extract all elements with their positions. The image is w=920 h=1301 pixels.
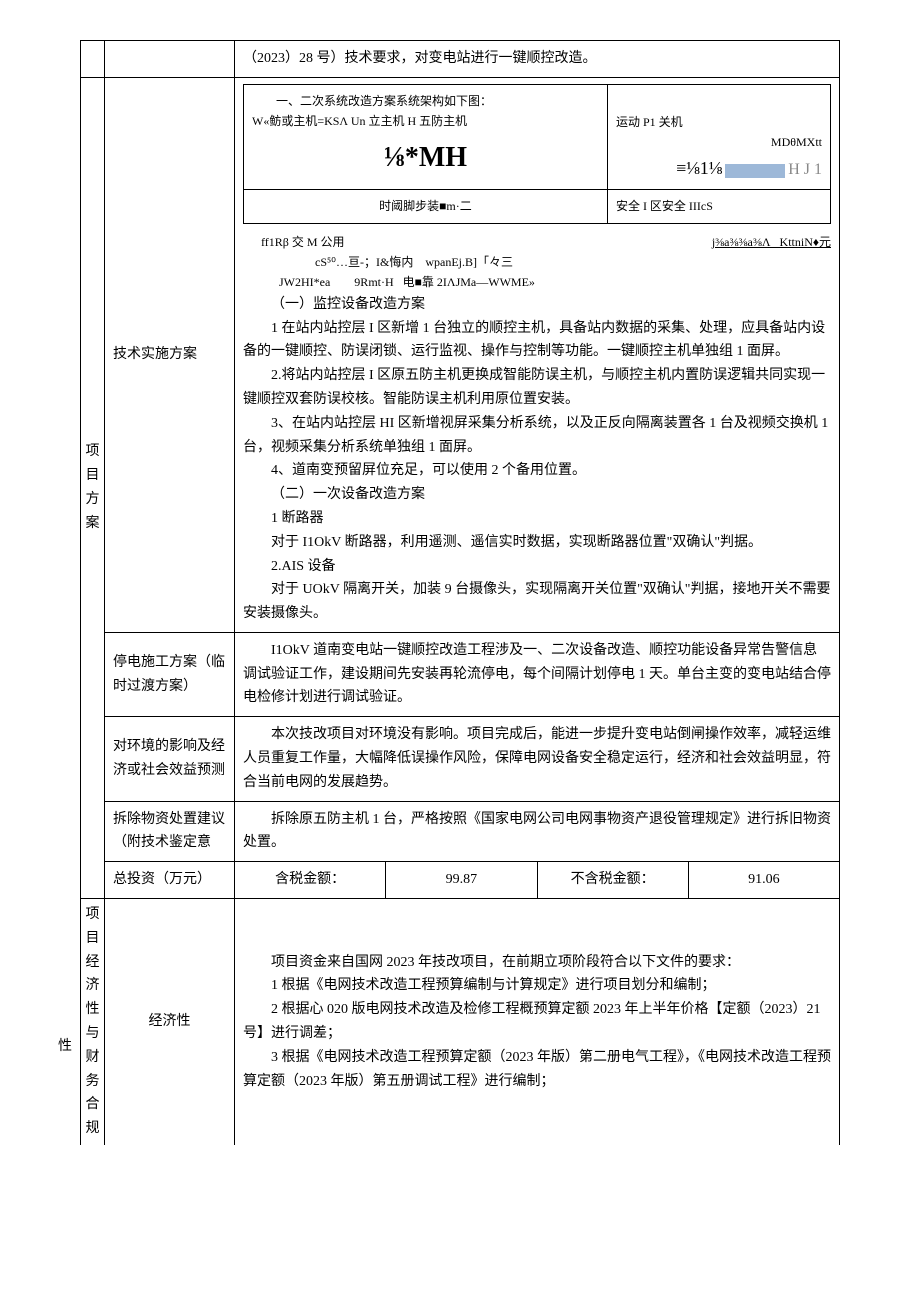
diag-line2l: W«鲂或主机=KSΛ Un 立主机 H 五防主机 — [252, 111, 599, 131]
ev8: 务 — [83, 1070, 102, 1094]
invest-label: 总投资（万元） — [105, 862, 235, 899]
body-p8: 2.AIS 设备 — [243, 555, 831, 579]
diag-hj: H J 1 — [788, 161, 822, 178]
ev2: 目 — [83, 927, 102, 951]
document-table: （2023）28 号）技术要求，对变电站进行一键顺控改造。 项 目 方 案 技术… — [80, 40, 840, 1145]
tech-plan-row: 项 目 方 案 技术实施方案 一、二次系统改造方案系统架构如下图： W«鲂或主机… — [81, 77, 840, 632]
empty-vcol-top — [81, 41, 105, 78]
diagram-topright: 运动 P1 关机 MDθMXtt ≡⅛1⅛ H J 1 — [607, 84, 830, 189]
diag-row5: JW2HI*ea 9Rmt·H 电■靠 2IΛJMa—WWME» — [243, 272, 831, 292]
diag-row3: ff1Rβ 交 M 公用 j⅜a⅜⅜a⅜Λ KttniN♦元 — [243, 232, 831, 252]
tech-plan-label: 技术实施方案 — [105, 77, 235, 632]
econ-row: 项 目 经 济 性 与 财 务 合 规 经济性 项目资金来自国网 2023 年技… — [81, 899, 840, 1145]
body-p1: 1 在站内站控层 I 区新增 1 台独立的顺控主机，具备站内数据的采集、处理，应… — [243, 317, 831, 365]
vlabel-char2: 目 — [83, 464, 102, 488]
ev3: 经 — [83, 951, 102, 975]
invest-row: 总投资（万元） 含税金额： 99.87 不含税金额： 91.06 — [81, 862, 840, 899]
body-p2: 2.将站内站控层 I 区原五防主机更换成智能防误主机，与顺控主机内置防误逻辑共同… — [243, 364, 831, 412]
blue-bar-icon — [725, 164, 785, 178]
diag-md: MDθMXtt — [616, 132, 822, 152]
body-p9: 对于 UOkV 隔离开关，加装 9 台摄像头，实现隔离开关位置"双确认"判据，接… — [243, 578, 831, 626]
shutdown-label: 停电施工方案（临时过渡方案） — [105, 632, 235, 716]
diag-row3r: j⅜a⅜⅜a⅜Λ KttniN♦元 — [712, 232, 831, 252]
vlabel-char1: 项 — [83, 440, 102, 464]
econ-p3: 3 根据《电网技术改造工程预算定额（2023 年版）第二册电气工程》，《电网技术… — [243, 1046, 831, 1094]
vlabel-char3: 方 — [83, 488, 102, 512]
diag-row4: cS⁵⁰…亘-；I&悔内 wpanEj.B]「々三 — [243, 252, 831, 272]
ev7: 财 — [83, 1046, 102, 1070]
invest-notax-label: 不含税金额： — [537, 862, 688, 899]
invest-tax-label: 含税金额： — [235, 862, 386, 899]
econ-p0: 项目资金来自国网 2023 年技改项目，在前期立项阶段符合以下文件的要求： — [243, 951, 831, 975]
econ-label: 经济性 — [105, 899, 235, 1145]
diag-eq-row: ≡⅛1⅛ H J 1 — [616, 153, 822, 184]
body-p4: 4、道南变预留屏位充足，可以使用 2 个备用位置。 — [243, 459, 831, 483]
body-p5: （二）一次设备改造方案 — [243, 483, 831, 507]
env-label: 对环境的影响及经济或社会效益预测 — [105, 717, 235, 801]
plan-vlabel: 项 目 方 案 — [81, 77, 105, 898]
body-p7: 对于 I1OkV 断路器，利用遥测、遥信实时数据，实现断路器位置"双确认"判据。 — [243, 531, 831, 555]
invest-notax-value: 91.06 — [688, 862, 839, 899]
top-continuation-row: （2023）28 号）技术要求，对变电站进行一键顺控改造。 — [81, 41, 840, 78]
shutdown-content: I1OkV 道南变电站一键顺控改造工程涉及一、二次设备改造、顺控功能设备异常告警… — [235, 632, 840, 716]
diag-line2r: 运动 P1 关机 — [616, 112, 822, 132]
empty-label-top — [105, 41, 235, 78]
ev1: 项 — [83, 903, 102, 927]
diag-row3l: ff1Rβ 交 M 公用 — [261, 232, 345, 252]
diagram-topleft: 一、二次系统改造方案系统架构如下图： W«鲂或主机=KSΛ Un 立主机 H 五… — [244, 84, 608, 189]
ev10: 规 — [83, 1117, 102, 1141]
top-content: （2023）28 号）技术要求，对变电站进行一键顺控改造。 — [235, 41, 840, 78]
econ-vlabel2: 性 — [58, 1035, 72, 1055]
dispose-label: 拆除物资处置建议（附技术鉴定意 — [105, 801, 235, 862]
vlabel-char4: 案 — [83, 512, 102, 536]
top-text: （2023）28 号）技术要求，对变电站进行一键顺控改造。 — [243, 47, 831, 71]
diag-line1: 一、二次系统改造方案系统架构如下图： — [252, 91, 599, 111]
econ-p2: 2 根据心 020 版电网技术改造及检修工程概预算定额 2023 年上半年价格【… — [243, 998, 831, 1046]
body-p3: 3、在站内站控层 HI 区新增视屏采集分析系统，以及正反向隔离装置各 1 台及视… — [243, 412, 831, 460]
body-p6: 1 断路器 — [243, 507, 831, 531]
econ-p1: 1 根据《电网技术改造工程预算编制与计算规定》进行项目划分和编制； — [243, 974, 831, 998]
diag-eq: ≡⅛1⅛ — [676, 158, 722, 178]
dispose-row: 拆除物资处置建议（附技术鉴定意 拆除原五防主机 1 台，严格按照《国家电网公司电… — [81, 801, 840, 862]
econ-content: 项目资金来自国网 2023 年技改项目，在前期立项阶段符合以下文件的要求： 1 … — [235, 899, 840, 1145]
ev9: 合 — [83, 1093, 102, 1117]
ev5: 性 — [83, 998, 102, 1022]
diag-big: ⅛*MH — [252, 132, 599, 184]
dispose-content: 拆除原五防主机 1 台，严格按照《国家电网公司电网事物资产退役管理规定》进行拆旧… — [235, 801, 840, 862]
ev4: 济 — [83, 974, 102, 998]
body-p0: （一）监控设备改造方案 — [243, 293, 831, 317]
econ-vlabel: 项 目 经 济 性 与 财 务 合 规 — [81, 899, 105, 1145]
diagram-block: 一、二次系统改造方案系统架构如下图： W«鲂或主机=KSΛ Un 立主机 H 五… — [243, 84, 831, 224]
env-content: 本次技改项目对环境没有影响。项目完成后，能进一步提升变电站倒闸操作效率，减轻运维… — [235, 717, 840, 801]
env-row: 对环境的影响及经济或社会效益预测 本次技改项目对环境没有影响。项目完成后，能进一… — [81, 717, 840, 801]
diag-row2l: 时阈脚步装■m·二 — [244, 190, 608, 223]
tech-plan-content: 一、二次系统改造方案系统架构如下图： W«鲂或主机=KSΛ Un 立主机 H 五… — [235, 77, 840, 632]
ev6: 与 — [83, 1022, 102, 1046]
shutdown-row: 停电施工方案（临时过渡方案） I1OkV 道南变电站一键顺控改造工程涉及一、二次… — [81, 632, 840, 716]
diag-row2r: 安全 I 区安全 IIIcS — [607, 190, 830, 223]
invest-tax-value: 99.87 — [386, 862, 537, 899]
